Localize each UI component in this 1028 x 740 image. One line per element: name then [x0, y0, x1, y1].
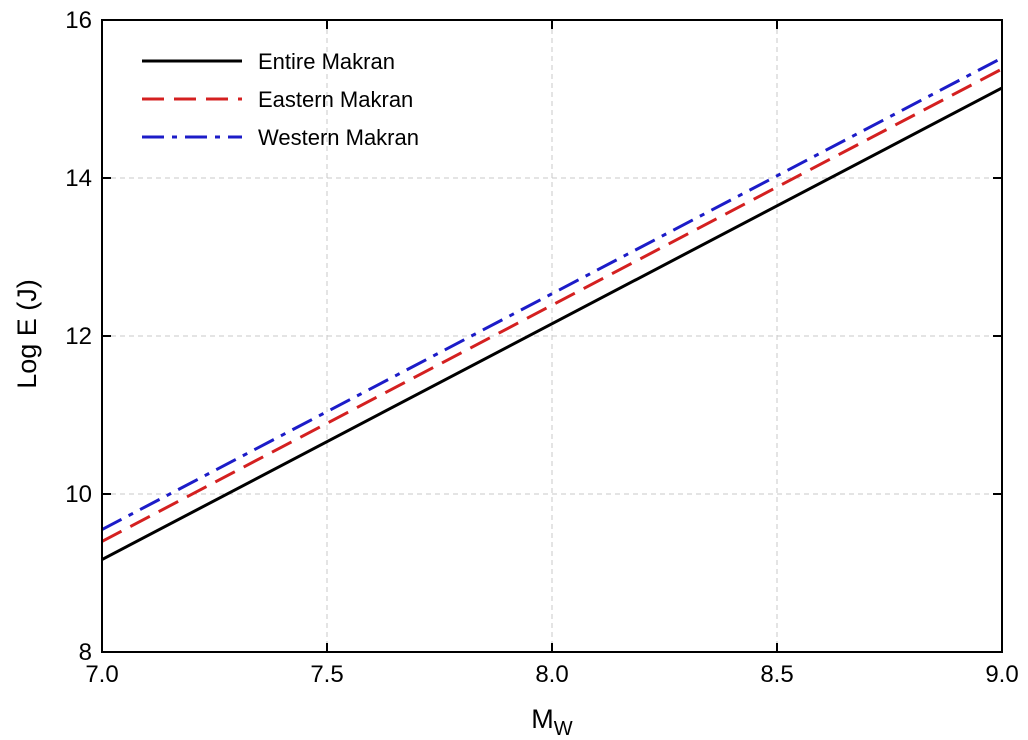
legend-label-entire-makran: Entire Makran	[258, 49, 395, 74]
x-tick-label: 8.0	[535, 661, 568, 688]
x-axis-title-main: M	[531, 704, 554, 734]
x-axis-title: MW	[531, 704, 573, 740]
y-axis-title: Log E (J)	[12, 279, 42, 389]
legend: Entire Makran Eastern Makran Western Makra…	[142, 49, 419, 150]
x-tick-label: 7.5	[310, 661, 343, 688]
y-tick-label: 16	[65, 7, 92, 34]
legend-label-eastern-makran: Eastern Makran	[258, 87, 413, 112]
legend-label-western-makran: Western Makran	[258, 125, 419, 150]
y-tick-label: 8	[79, 639, 92, 666]
x-tick-label: 8.5	[760, 661, 793, 688]
y-tick-label: 12	[65, 323, 92, 350]
y-tick-label: 14	[65, 165, 92, 192]
y-tick-label: 10	[65, 481, 92, 508]
grid	[102, 20, 1002, 652]
x-axis-title-subscript: W	[554, 718, 573, 740]
x-tick-label: 9.0	[985, 661, 1018, 688]
